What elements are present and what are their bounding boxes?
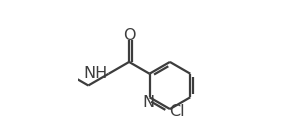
Text: O: O: [123, 28, 135, 43]
Text: Cl: Cl: [169, 104, 185, 119]
Text: N: N: [143, 95, 155, 110]
Text: NH: NH: [83, 66, 108, 81]
